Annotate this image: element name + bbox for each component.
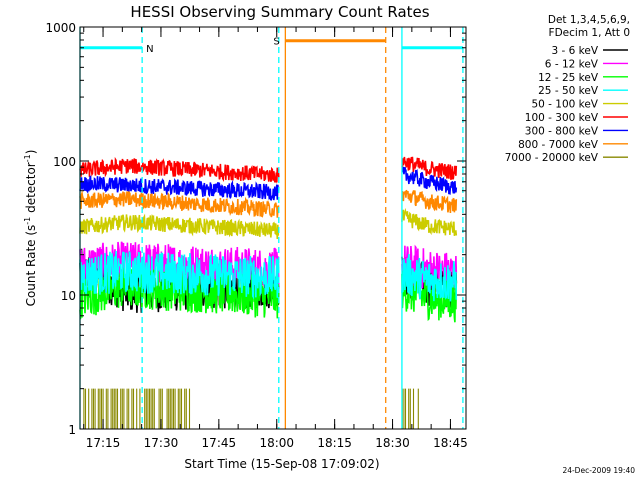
y-tick-label: 1: [68, 423, 76, 437]
x-tick-label: 18:15: [317, 436, 352, 450]
legend-header-line2: FDecim 1, Att 0: [549, 27, 630, 39]
x-tick-label: 18:00: [259, 436, 294, 450]
flag-label-S: S: [273, 37, 279, 48]
legend-label: 800 - 7000 keV: [518, 139, 599, 151]
y-axis-label-part3: ): [24, 150, 38, 155]
y-axis: 1 10 100 1000: [45, 21, 466, 437]
x-tick-label: 17:30: [144, 436, 179, 450]
legend-label: 3 - 6 keV: [551, 45, 598, 57]
background-count-bars-0: [83, 388, 191, 429]
x-tick-label: 18:45: [433, 436, 468, 450]
legend-label: 100 - 300 keV: [525, 112, 599, 124]
y-axis-label-part2: detector: [24, 162, 38, 217]
chart-title: HESSI Observing Summary Count Rates: [130, 3, 429, 21]
x-axis-label: Start Time (15-Sep-08 17:09:02): [184, 457, 379, 471]
series-line-3-segment-0: [79, 250, 280, 300]
y-axis-label: Count Rate (s-1 detector-1): [23, 150, 38, 307]
x-tick-label: 18:30: [375, 436, 410, 450]
x-tick-label: 17:45: [202, 436, 237, 450]
series-line-7-segment-1: [401, 189, 458, 214]
y-tick-label: 10: [61, 289, 76, 303]
legend-label: 300 - 800 keV: [525, 125, 599, 137]
y-axis-label-sup2: -1: [23, 154, 32, 162]
legend-label: 50 - 100 keV: [531, 99, 598, 111]
series-line-5-segment-0: [79, 156, 280, 184]
series-line-5-segment-1: [401, 156, 458, 180]
legend-label: 25 - 50 keV: [538, 85, 599, 97]
x-tick-label: 17:15: [86, 436, 121, 450]
x-axis: 17:15 17:30 17:45 18:00 18:15 18:30 18:45: [83, 27, 468, 450]
legend-label: 6 - 12 keV: [545, 58, 599, 70]
y-tick-label: 100: [53, 155, 76, 169]
flag-label-N: N: [146, 44, 153, 55]
series-line-3-segment-1: [401, 254, 458, 302]
y-axis-label-part1: Count Rate (s: [24, 225, 38, 307]
legend-header-line1: Det 1,3,4,5,6,9,: [548, 14, 630, 26]
series-line-6-segment-0: [79, 175, 280, 202]
y-axis-label-sup1: -1: [23, 217, 32, 225]
legend-label: 12 - 25 keV: [538, 72, 599, 84]
series-line-6-segment-1: [401, 166, 458, 195]
series-line-4-segment-0: [79, 213, 280, 240]
generation-timestamp: 24-Dec-2009 19:40: [562, 466, 635, 475]
series-line-4-segment-1: [401, 207, 458, 236]
plot-frame: [79, 26, 467, 430]
legend-label: 7000 - 20000 keV: [505, 152, 599, 164]
series-line-7-segment-0: [79, 190, 280, 218]
y-tick-label: 1000: [45, 21, 76, 35]
